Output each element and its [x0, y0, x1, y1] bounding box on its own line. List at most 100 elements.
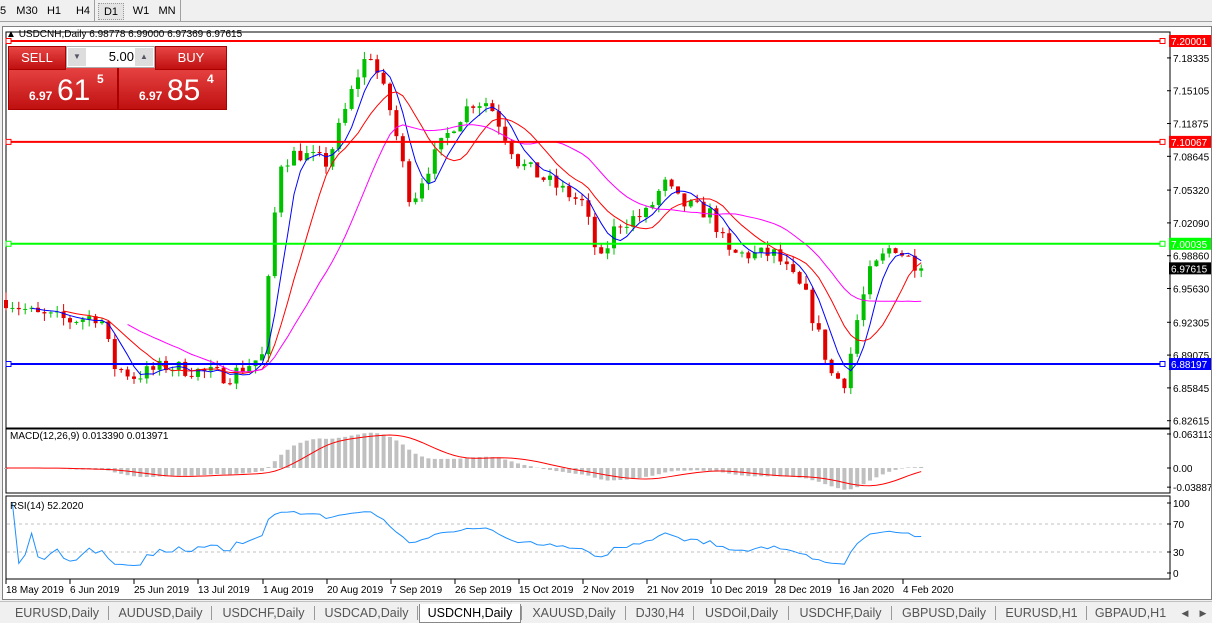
candle-body: [382, 73, 386, 84]
candle: [420, 178, 424, 202]
candle-body: [868, 266, 872, 294]
macd-histogram-bar: [721, 468, 725, 472]
candle: [522, 159, 526, 170]
timeframe-mn[interactable]: MN: [154, 3, 180, 20]
timeframe-d1[interactable]: D1: [98, 3, 124, 20]
macd-tick-label: 0.063113: [1173, 430, 1211, 441]
tab-separator: [521, 606, 522, 620]
tab-dj30-h4[interactable]: DJ30,H4: [627, 604, 693, 623]
candle-body: [452, 131, 456, 133]
timeframe-h1[interactable]: H1: [42, 3, 66, 20]
chart-canvas[interactable]: 7.183357.151057.118757.086457.053207.020…: [3, 27, 1211, 599]
macd-histogram-bar: [234, 468, 238, 474]
x-tick-label: 13 Jul 2019: [198, 585, 250, 596]
tab-audusd-daily[interactable]: AUDUSD,Daily: [110, 604, 211, 623]
macd-histogram-bar: [913, 467, 917, 468]
macd-histogram-bar: [810, 468, 814, 480]
tab-usdchf-daily[interactable]: USDCHF,Daily: [213, 604, 314, 623]
moving-average-line: [64, 92, 922, 373]
macd-histogram-bar: [394, 440, 398, 468]
toolbar-separator: [94, 0, 95, 22]
candle-body: [727, 233, 731, 250]
macd-histogram-bar: [170, 468, 174, 476]
candle: [881, 248, 885, 264]
tab-separator: [1086, 606, 1087, 620]
candle-body: [721, 232, 725, 233]
macd-histogram-bar: [689, 468, 693, 470]
timeframe-5[interactable]: 5: [0, 3, 10, 20]
tab-usdchf-daily[interactable]: USDCHF,Daily: [790, 604, 891, 623]
y-tick-label: 6.82615: [1173, 417, 1210, 428]
tab-eurusd-daily[interactable]: EURUSD,Daily: [6, 604, 108, 623]
tab-gbpusd-daily[interactable]: GBPUSD,Daily: [893, 604, 995, 623]
candle: [426, 167, 430, 190]
rsi-line: [12, 503, 921, 565]
tab-xauusd-daily[interactable]: XAUUSD,Daily: [523, 604, 625, 623]
sell-price-button[interactable]: 6.97 61 5: [8, 66, 118, 110]
candle: [740, 251, 744, 258]
x-tick-label: 16 Jan 2020: [839, 585, 894, 596]
timeframe-h4[interactable]: H4: [70, 3, 96, 20]
lot-size-stepper[interactable]: ▼ 5.00 ▲: [66, 46, 155, 68]
candle: [158, 358, 162, 376]
candle: [362, 52, 366, 85]
decrease-lot-icon[interactable]: ▼: [68, 48, 86, 66]
candle: [228, 378, 232, 385]
candle: [17, 302, 21, 316]
macd-histogram-bar: [785, 468, 789, 477]
tab-separator: [314, 606, 315, 620]
tab-usdcad-daily[interactable]: USDCAD,Daily: [316, 604, 417, 623]
macd-histogram-bar: [260, 468, 264, 471]
candle: [234, 364, 238, 389]
candle: [23, 303, 27, 314]
tab-usdoil-daily[interactable]: USDOil,Daily: [695, 604, 788, 623]
x-tick-label: 10 Dec 2019: [711, 585, 768, 596]
macd-histogram-bar: [414, 454, 418, 468]
scroll-right-icon[interactable]: ▶: [1196, 604, 1210, 623]
line-handle: [1160, 362, 1165, 367]
macd-signal-line: [6, 435, 921, 486]
increase-lot-icon[interactable]: ▲: [135, 48, 153, 66]
tab-eurusd-h1[interactable]: EURUSD,H1: [997, 604, 1086, 623]
chart-title: ▲ USDCNH,Daily 6.98778 6.99000 6.97369 6…: [6, 29, 242, 40]
candle: [913, 249, 917, 278]
macd-histogram-bar: [836, 468, 840, 488]
candle-body: [311, 152, 315, 153]
x-tick-label: 18 May 2019: [6, 585, 64, 596]
macd-histogram-bar: [702, 468, 706, 471]
macd-histogram-bar: [842, 468, 846, 490]
candle: [593, 213, 597, 255]
buy-price-button[interactable]: 6.97 85 4: [118, 66, 227, 110]
candle-body: [593, 217, 597, 247]
candle-body: [676, 186, 680, 193]
collapse-icon[interactable]: ▲: [6, 29, 16, 40]
macd-histogram-bar: [202, 468, 206, 475]
candle-body: [81, 319, 85, 322]
buy-button[interactable]: BUY: [155, 46, 227, 70]
tab-usdcnh-daily[interactable]: USDCNH,Daily: [419, 604, 521, 623]
candle-body: [4, 300, 8, 308]
timeframe-m30[interactable]: M30: [12, 3, 42, 20]
macd-histogram-bar: [791, 468, 795, 477]
candle: [36, 302, 40, 313]
macd-tick-label: 0.00: [1173, 464, 1193, 475]
candle: [516, 154, 520, 169]
tab-gbpaud-h1[interactable]: GBPAUD,H1: [1088, 604, 1173, 623]
timeframe-w1[interactable]: W1: [128, 3, 154, 20]
candle-body: [874, 261, 878, 267]
y-tick-label: 7.11875: [1173, 120, 1209, 131]
candle-body: [362, 59, 366, 77]
lot-size-input[interactable]: 5.00: [87, 49, 134, 64]
candle-body: [618, 226, 622, 227]
candle-body: [420, 183, 424, 198]
candle-body: [823, 330, 827, 360]
tab-separator: [788, 606, 789, 620]
sell-button[interactable]: SELL: [8, 46, 66, 70]
horizontal-line-price-label: 7.00035: [1171, 240, 1208, 251]
candle-body: [644, 208, 648, 217]
macd-histogram-bar: [638, 468, 642, 478]
macd-histogram-bar: [631, 468, 635, 479]
macd-histogram-bar: [516, 463, 520, 468]
scroll-left-icon[interactable]: ◀: [1178, 604, 1192, 623]
